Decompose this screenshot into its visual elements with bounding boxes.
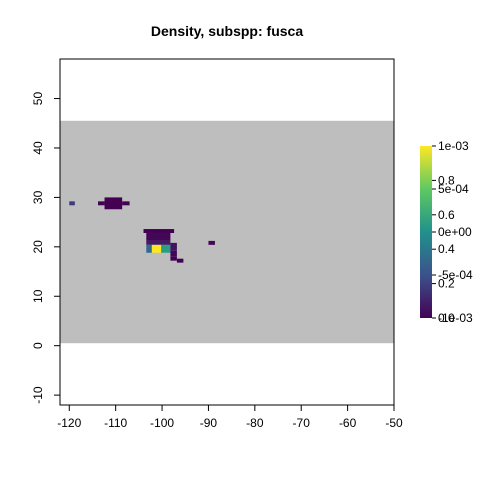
legend-label-a: -5e-04 bbox=[438, 268, 473, 282]
x-tick-label: -60 bbox=[339, 416, 357, 430]
y-tick-label: -10 bbox=[31, 386, 45, 404]
density-cell bbox=[98, 201, 105, 206]
density-cell bbox=[161, 244, 171, 253]
density-cell bbox=[170, 242, 177, 251]
density-cell bbox=[170, 256, 177, 261]
legend-label-b: 0.0 bbox=[438, 311, 455, 325]
density-cell bbox=[151, 244, 162, 253]
y-tick-label: 20 bbox=[31, 240, 45, 254]
x-tick-label: -70 bbox=[293, 416, 311, 430]
legend-label-b: 0.6 bbox=[438, 208, 455, 222]
legend-label-b: 0.8 bbox=[438, 173, 455, 187]
legend-colorbar bbox=[420, 146, 432, 318]
y-tick-label: 50 bbox=[31, 92, 45, 106]
x-tick-label: -110 bbox=[104, 416, 127, 430]
density-cell bbox=[146, 244, 152, 253]
density-cell bbox=[146, 232, 171, 241]
density-cell bbox=[170, 250, 177, 257]
y-axis: -10 0 10 20 30 40 50 bbox=[31, 92, 61, 404]
chart-title: Density, subspp: fusca bbox=[151, 23, 303, 39]
legend-label-b: 0.2 bbox=[438, 277, 455, 291]
density-cells bbox=[69, 197, 215, 263]
x-tick-label: -50 bbox=[385, 416, 403, 430]
y-tick-label: 30 bbox=[31, 190, 45, 204]
y-tick-label: 10 bbox=[31, 289, 45, 303]
density-cell bbox=[143, 229, 175, 233]
density-cell bbox=[104, 197, 123, 210]
background-band bbox=[60, 120, 394, 344]
density-cell bbox=[208, 240, 215, 245]
legend-label-b: 0.4 bbox=[438, 242, 455, 256]
legend-label-a: 5e-04 bbox=[438, 182, 469, 196]
y-tick-label: 40 bbox=[31, 141, 45, 155]
density-cell bbox=[176, 258, 184, 263]
color-legend: 1e-03 5e-04 0e+00 -5e-04 -1e-03 0.8 0.6 0.4 0.2 0… bbox=[420, 139, 473, 325]
density-cell bbox=[122, 201, 130, 206]
legend-label-a: 0e+00 bbox=[438, 225, 472, 239]
x-tick-label: -100 bbox=[150, 416, 174, 430]
x-tick-label: -80 bbox=[246, 416, 264, 430]
background-band-layer bbox=[60, 120, 394, 344]
x-tick-label: -90 bbox=[200, 416, 218, 430]
x-tick-label: -120 bbox=[57, 416, 81, 430]
density-cell bbox=[146, 240, 171, 245]
x-axis: -120 -110 -100 -90 -80 -70 -60 -50 bbox=[57, 404, 403, 430]
legend-label-a: -1e-03 bbox=[438, 311, 473, 325]
density-cell bbox=[69, 201, 75, 206]
y-tick-label: 0 bbox=[31, 342, 45, 349]
legend-label-a: 1e-03 bbox=[438, 139, 469, 153]
